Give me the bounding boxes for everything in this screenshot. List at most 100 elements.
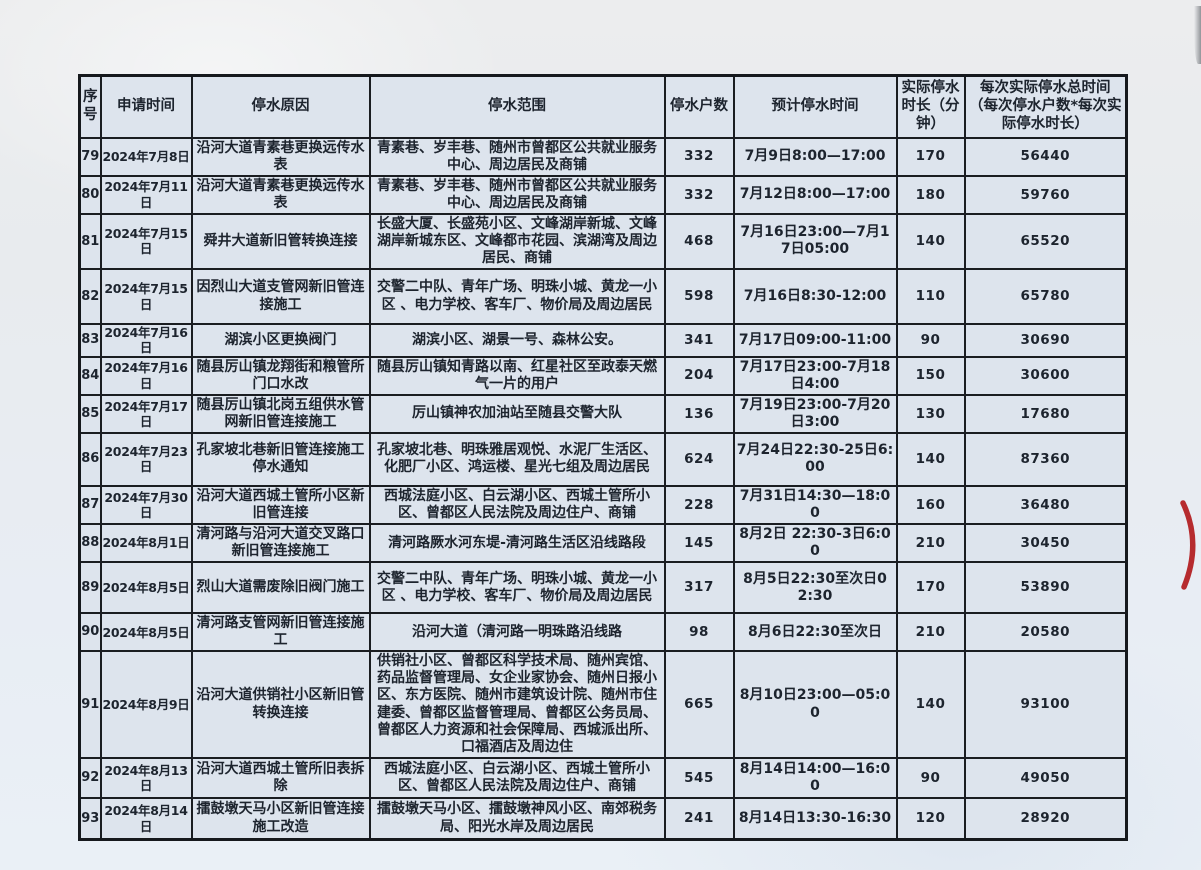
cell-planned-time: 7月24日22:30-25日6:00	[732, 431, 898, 487]
cell-range: 交警二中队、青年广场、明珠小城、黄龙一小区 、电力学校、客车厂、物价局及周边居民	[368, 268, 666, 326]
table-row: 83 2024年7月16日 湖滨小区更换阀门 湖滨小区、湖景一号、森林公安。 341 7月…	[78, 323, 1128, 358]
cell-planned-time: 8月10日23:00—05:00	[732, 650, 898, 759]
cell-reason: 随县厉山镇北岗五组供水管网新旧管连接施工	[190, 393, 371, 434]
table-row: 81 2024年7月15日 舜井大道新旧管转换连接 长盛大厦、长盛苑小区、文峰湖岸新城…	[78, 212, 1128, 271]
cell-duration-minutes: 170	[895, 561, 966, 615]
cell-planned-time: 8月14日13:30-16:30	[732, 796, 898, 841]
cell-planned-time: 8月5日22:30至次日02:30	[732, 561, 898, 615]
cell-households: 341	[663, 323, 735, 358]
cell-reason: 沿河大道西城土管所旧表拆除	[190, 756, 371, 799]
cell-range: 西城法庭小区、白云湖小区、西城土管所小区、曾都区人民法院及周边住户、商铺	[368, 484, 666, 526]
cell-duration-minutes: 90	[895, 323, 966, 358]
cell-planned-time: 7月12日8:00—17:00	[732, 174, 898, 215]
cell-planned-time: 7月17日09:00-11:00	[732, 323, 898, 358]
column-header-duration-minutes: 实际停水时长（分钟）	[895, 74, 966, 139]
cell-duration-minutes: 150	[895, 355, 966, 396]
cell-planned-time: 7月16日23:00—7月17日05:00	[732, 212, 898, 271]
cell-range: 交警二中队、青年广场、明珠小城、黄龙一小区 、电力学校、客车厂、物价局及周边居民	[368, 561, 666, 615]
cell-range: 沿河大道（清河路一明珠路沿线路	[368, 612, 666, 653]
cell-duration-minutes: 160	[895, 484, 966, 526]
cell-reason: 舜井大道新旧管转换连接	[190, 212, 371, 271]
table-row: 88 2024年8月1日 清河路与沿河大道交叉路口新旧管连接施工 清河路厥水河东堤-清…	[78, 523, 1128, 564]
water-outage-table: 序号 申请时间 停水原因 停水范围 停水户数 预计停水时间 实际停水时长（分钟） 每次实际停水…	[78, 74, 1128, 842]
cell-households: 241	[663, 796, 735, 841]
cell-serial: 81	[78, 212, 102, 271]
cell-apply-date: 2024年7月16日	[99, 323, 193, 358]
cell-range: 青素巷、岁丰巷、随州市曾都区公共就业服务中心、周边居民及商铺	[368, 136, 666, 177]
cell-reason: 孔家坡北巷新旧管连接施工停水通知	[190, 431, 371, 487]
cell-apply-date: 2024年7月15日	[99, 212, 193, 271]
cell-serial: 92	[78, 756, 102, 799]
cell-serial: 85	[78, 393, 102, 434]
cell-planned-time: 8月14日14:00—16:00	[732, 756, 898, 799]
cell-duration-minutes: 110	[895, 268, 966, 326]
table-row: 91 2024年8月9日 沿河大道供销社小区新旧管转换连接 供销社小区、曾都区科学技术…	[78, 650, 1128, 759]
cell-serial: 79	[78, 136, 102, 177]
column-header-serial: 序号	[78, 74, 102, 139]
cell-duration-minutes: 180	[895, 174, 966, 215]
column-header-total-time: 每次实际停水总时间（每次停水户数*每次实际停水时长）	[963, 74, 1128, 139]
cell-planned-time: 7月16日8:30-12:00	[732, 268, 898, 326]
cell-apply-date: 2024年7月23日	[99, 431, 193, 487]
cell-range: 随县厉山镇知青路以南、红星社区至政泰天燃气一片的用户	[368, 355, 666, 396]
cell-apply-date: 2024年7月17日	[99, 393, 193, 434]
cell-households: 468	[663, 212, 735, 271]
cell-households: 228	[663, 484, 735, 526]
cell-range: 西城法庭小区、白云湖小区、西城土管所小区、曾都区人民法院及周边住户、商铺	[368, 756, 666, 799]
cell-reason: 擂鼓墩天马小区新旧管连接施工改造	[190, 796, 371, 841]
cell-households: 665	[663, 650, 735, 759]
table-row: 92 2024年8月13日 沿河大道西城土管所旧表拆除 西城法庭小区、白云湖小区、西城…	[78, 756, 1128, 799]
cell-total-time: 30600	[963, 355, 1128, 396]
cell-total-time: 59760	[963, 174, 1128, 215]
cell-range: 供销社小区、曾都区科学技术局、随州宾馆、药品监督管理局、女企业家协会、随州日报小…	[368, 650, 666, 759]
table-row: 84 2024年7月16日 随县厉山镇龙翔街和粮管所门口水改 随县厉山镇知青路以南、红…	[78, 355, 1128, 396]
cell-households: 545	[663, 756, 735, 799]
cell-serial: 91	[78, 650, 102, 759]
cell-total-time: 87360	[963, 431, 1128, 487]
table-row: 93 2024年8月14日 擂鼓墩天马小区新旧管连接施工改造 擂鼓墩天马小区、擂鼓墩神…	[78, 796, 1128, 841]
column-header-households: 停水户数	[663, 74, 735, 139]
cell-duration-minutes: 140	[895, 650, 966, 759]
cell-serial: 86	[78, 431, 102, 487]
cell-total-time: 20580	[963, 612, 1128, 653]
cell-households: 317	[663, 561, 735, 615]
cell-serial: 89	[78, 561, 102, 615]
cell-reason: 沿河大道西城土管所小区新旧管连接	[190, 484, 371, 526]
cell-reason: 因烈山大道支管网新旧管连接施工	[190, 268, 371, 326]
cell-apply-date: 2024年7月11日	[99, 174, 193, 215]
cell-total-time: 17680	[963, 393, 1128, 434]
cell-range: 湖滨小区、湖景一号、森林公安。	[368, 323, 666, 358]
cell-total-time: 36480	[963, 484, 1128, 526]
cell-duration-minutes: 210	[895, 523, 966, 564]
cell-serial: 83	[78, 323, 102, 358]
column-header-planned-time: 预计停水时间	[732, 74, 898, 139]
cell-apply-date: 2024年7月30日	[99, 484, 193, 526]
cell-households: 332	[663, 136, 735, 177]
cell-apply-date: 2024年7月8日	[99, 136, 193, 177]
cell-apply-date: 2024年8月5日	[99, 561, 193, 615]
table-row: 79 2024年7月8日 沿河大道青素巷更换远传水表 青素巷、岁丰巷、随州市曾都区公共…	[78, 136, 1128, 177]
cell-total-time: 65780	[963, 268, 1128, 326]
cell-total-time: 53890	[963, 561, 1128, 615]
cell-duration-minutes: 90	[895, 756, 966, 799]
table-header-row: 序号 申请时间 停水原因 停水范围 停水户数 预计停水时间 实际停水时长（分钟） 每次实际停水…	[78, 74, 1128, 139]
cell-serial: 90	[78, 612, 102, 653]
cell-total-time: 56440	[963, 136, 1128, 177]
cell-apply-date: 2024年8月13日	[99, 756, 193, 799]
cell-reason: 随县厉山镇龙翔街和粮管所门口水改	[190, 355, 371, 396]
cell-duration-minutes: 140	[895, 212, 966, 271]
cell-apply-date: 2024年8月1日	[99, 523, 193, 564]
cell-serial: 82	[78, 268, 102, 326]
cell-households: 145	[663, 523, 735, 564]
cell-apply-date: 2024年7月15日	[99, 268, 193, 326]
column-header-range: 停水范围	[368, 74, 666, 139]
table-row: 85 2024年7月17日 随县厉山镇北岗五组供水管网新旧管连接施工 厉山镇神农加油站…	[78, 393, 1128, 434]
cell-serial: 87	[78, 484, 102, 526]
cell-reason: 湖滨小区更换阀门	[190, 323, 371, 358]
cell-total-time: 93100	[963, 650, 1128, 759]
cell-planned-time: 7月31日14:30—18:00	[732, 484, 898, 526]
cell-households: 204	[663, 355, 735, 396]
table-row: 86 2024年7月23日 孔家坡北巷新旧管连接施工停水通知 孔家坡北巷、明珠雅居观悦…	[78, 431, 1128, 487]
table-row: 90 2024年8月5日 清河路支管网新旧管连接施工 沿河大道（清河路一明珠路沿线路 9…	[78, 612, 1128, 653]
cell-planned-time: 8月6日22:30至次日	[732, 612, 898, 653]
